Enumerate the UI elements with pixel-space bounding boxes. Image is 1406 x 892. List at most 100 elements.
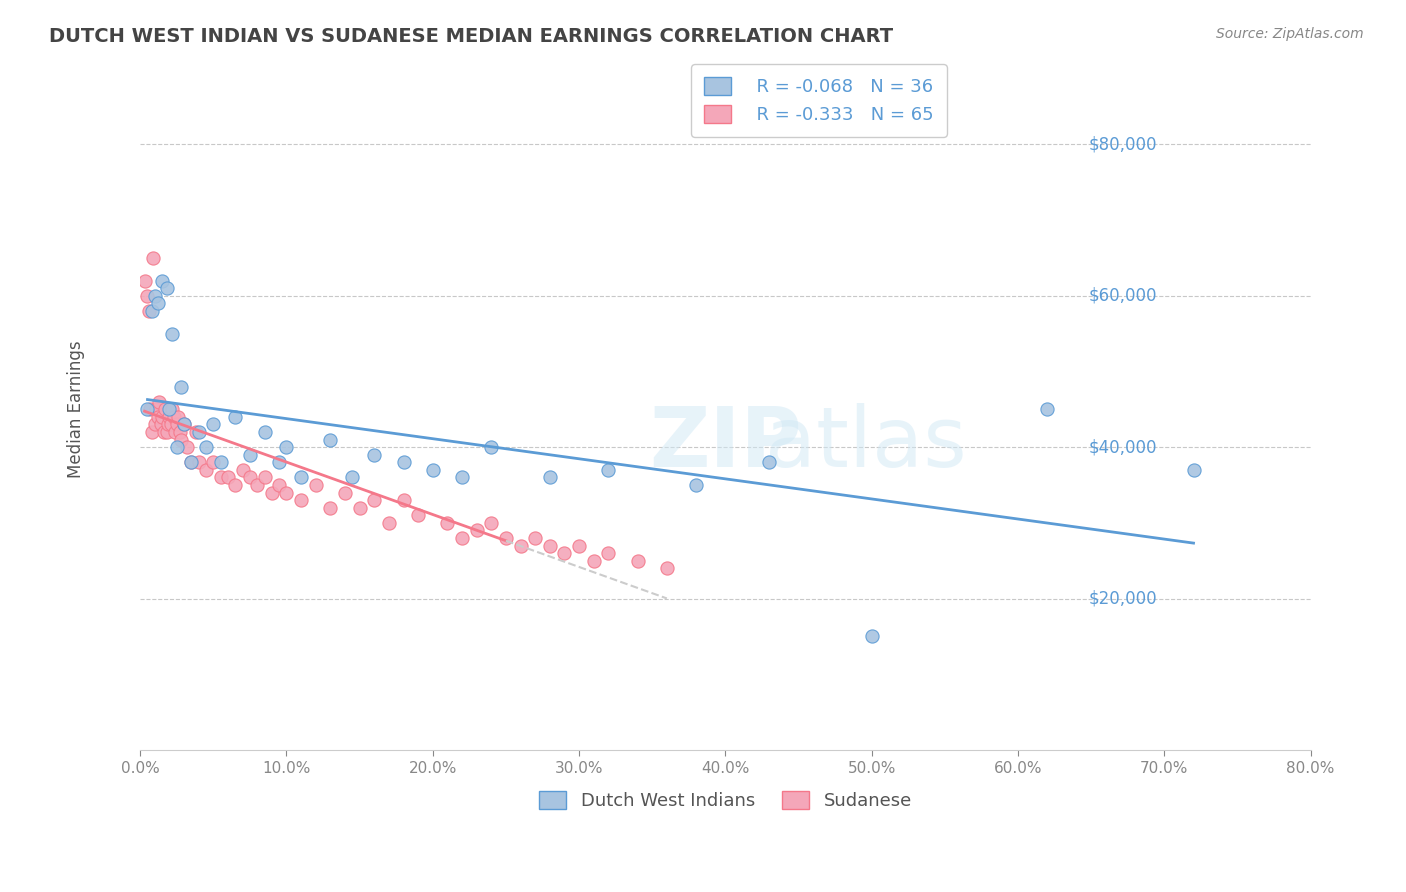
Text: Median Earnings: Median Earnings bbox=[67, 341, 84, 478]
Point bbox=[170, 433, 193, 447]
Point bbox=[224, 409, 246, 424]
Point bbox=[134, 274, 156, 288]
Point bbox=[136, 289, 159, 303]
Point bbox=[163, 409, 186, 424]
Point bbox=[187, 425, 209, 439]
Point bbox=[150, 409, 173, 424]
Point bbox=[146, 296, 169, 310]
Point bbox=[598, 546, 620, 560]
Point bbox=[159, 409, 181, 424]
Point bbox=[162, 326, 184, 341]
Point bbox=[342, 470, 364, 484]
Point bbox=[187, 455, 209, 469]
Point bbox=[276, 440, 298, 454]
Point bbox=[319, 500, 342, 515]
Point bbox=[1036, 402, 1059, 417]
Point bbox=[136, 402, 159, 417]
Point bbox=[392, 455, 415, 469]
Point bbox=[269, 455, 291, 469]
Point bbox=[685, 478, 707, 492]
Point bbox=[239, 448, 262, 462]
Point bbox=[305, 478, 328, 492]
Text: $60,000: $60,000 bbox=[1088, 286, 1157, 305]
Point bbox=[269, 478, 291, 492]
Point bbox=[524, 531, 547, 545]
Point bbox=[148, 394, 170, 409]
Text: $80,000: $80,000 bbox=[1088, 136, 1157, 153]
Point bbox=[143, 417, 166, 432]
Point bbox=[202, 455, 225, 469]
Point bbox=[253, 425, 276, 439]
Point bbox=[170, 379, 193, 393]
Point bbox=[363, 448, 385, 462]
Point bbox=[141, 425, 163, 439]
Point bbox=[173, 417, 195, 432]
Point bbox=[165, 425, 187, 439]
Point bbox=[138, 303, 160, 318]
Point bbox=[568, 539, 591, 553]
Point bbox=[152, 425, 174, 439]
Point bbox=[143, 289, 166, 303]
Text: Source: ZipAtlas.com: Source: ZipAtlas.com bbox=[1216, 27, 1364, 41]
Point bbox=[162, 402, 184, 417]
Point bbox=[260, 485, 283, 500]
Point bbox=[209, 470, 232, 484]
Point bbox=[465, 524, 488, 538]
Point bbox=[159, 402, 181, 417]
Point bbox=[451, 470, 474, 484]
Point bbox=[209, 455, 232, 469]
Point bbox=[406, 508, 429, 523]
Text: ZIP: ZIP bbox=[650, 403, 801, 483]
Point bbox=[479, 516, 502, 530]
Point bbox=[626, 554, 648, 568]
Point bbox=[349, 500, 371, 515]
Point bbox=[155, 281, 177, 295]
Point bbox=[538, 539, 561, 553]
Point bbox=[139, 402, 162, 417]
Point bbox=[141, 303, 163, 318]
Point bbox=[495, 531, 517, 545]
Point bbox=[253, 470, 276, 484]
Text: $40,000: $40,000 bbox=[1088, 438, 1157, 456]
Point bbox=[166, 440, 188, 454]
Point bbox=[451, 531, 474, 545]
Point bbox=[202, 417, 225, 432]
Point bbox=[173, 417, 195, 432]
Point bbox=[180, 455, 202, 469]
Point bbox=[378, 516, 401, 530]
Point bbox=[422, 463, 444, 477]
Point bbox=[333, 485, 356, 500]
Point bbox=[860, 630, 883, 644]
Point bbox=[153, 402, 176, 417]
Point bbox=[598, 463, 620, 477]
Point bbox=[290, 493, 312, 508]
Point bbox=[176, 440, 198, 454]
Point bbox=[195, 440, 218, 454]
Point bbox=[276, 485, 298, 500]
Point bbox=[436, 516, 458, 530]
Text: $20,000: $20,000 bbox=[1088, 590, 1157, 607]
Point bbox=[655, 561, 678, 575]
Point bbox=[509, 539, 531, 553]
Point bbox=[479, 440, 502, 454]
Point bbox=[582, 554, 605, 568]
Point bbox=[224, 478, 246, 492]
Point bbox=[392, 493, 415, 508]
Point bbox=[156, 417, 179, 432]
Point bbox=[363, 493, 385, 508]
Point bbox=[180, 455, 202, 469]
Point bbox=[149, 417, 172, 432]
Text: DUTCH WEST INDIAN VS SUDANESE MEDIAN EARNINGS CORRELATION CHART: DUTCH WEST INDIAN VS SUDANESE MEDIAN EAR… bbox=[49, 27, 893, 45]
Point bbox=[167, 409, 190, 424]
Point bbox=[758, 455, 780, 469]
Point bbox=[145, 402, 167, 417]
Point bbox=[166, 417, 188, 432]
Point bbox=[553, 546, 575, 560]
Point bbox=[232, 463, 254, 477]
Point bbox=[1182, 463, 1205, 477]
Point bbox=[155, 425, 177, 439]
Point bbox=[319, 433, 342, 447]
Point bbox=[169, 425, 191, 439]
Point bbox=[246, 478, 269, 492]
Point bbox=[184, 425, 207, 439]
